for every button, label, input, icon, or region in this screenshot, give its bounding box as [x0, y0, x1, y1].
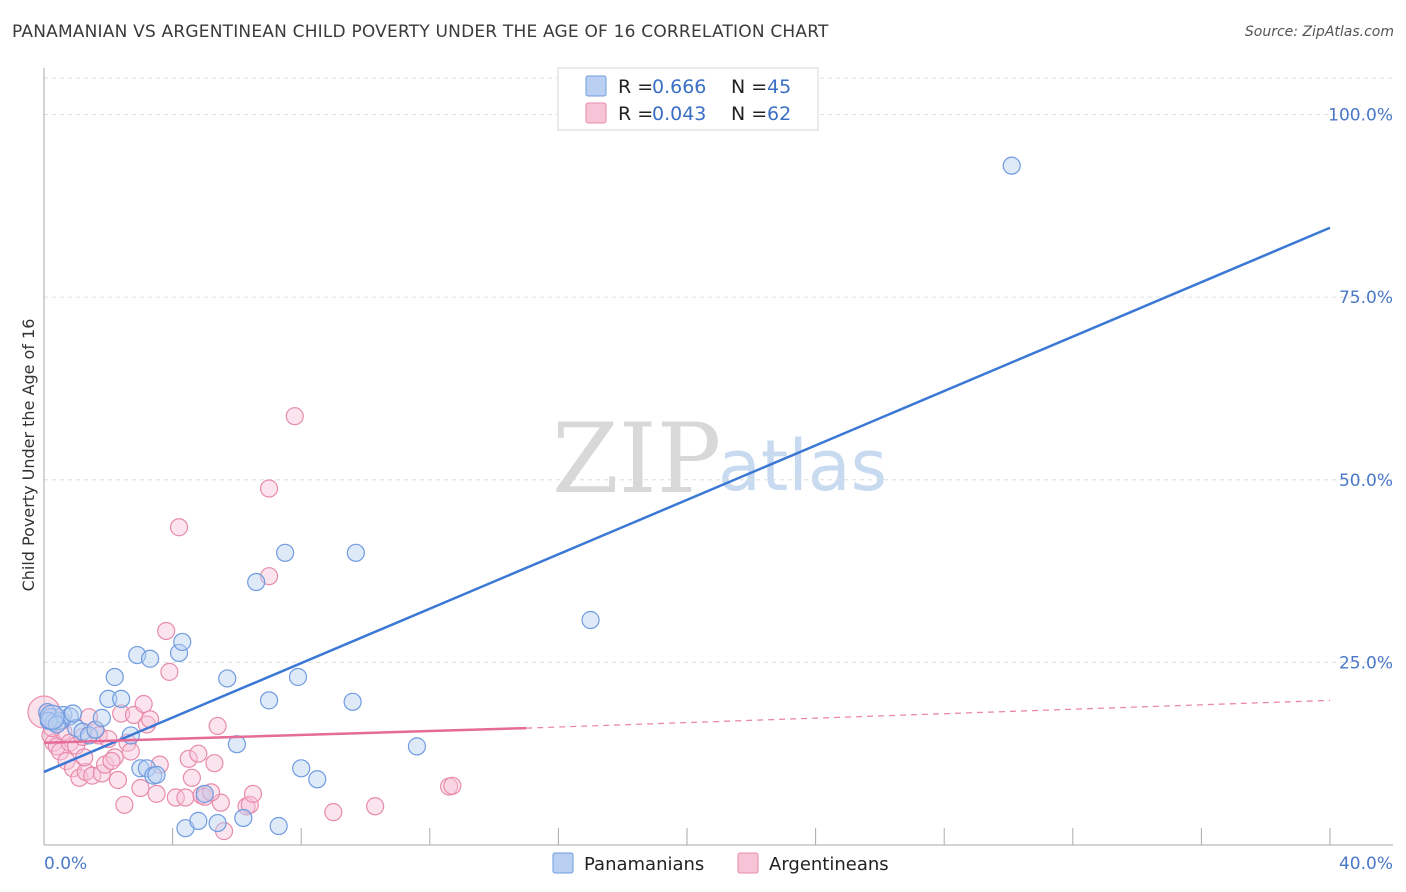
argentineans-point — [208, 716, 227, 736]
panamanians-point — [86, 720, 105, 739]
argentineans-point — [121, 742, 140, 761]
argentineans-point — [243, 784, 263, 803]
source-credit: Source: ZipAtlas.com — [1244, 24, 1394, 40]
panamanians-point — [92, 708, 111, 727]
panamanians-points — [38, 156, 1021, 838]
panamanians-point — [195, 784, 214, 803]
panamanians-point — [169, 643, 189, 662]
panamanians-point — [1002, 156, 1021, 175]
argentineans-point — [115, 795, 134, 814]
argentineans-point — [285, 407, 304, 426]
argentineans-point — [366, 797, 385, 816]
legend-bottom: Panamanians Argentineans — [552, 852, 889, 875]
legend-r-label-1: R = — [618, 76, 653, 98]
argentineans-point — [205, 754, 224, 773]
argentineans-trend-line — [43, 726, 527, 744]
panamanians-point — [259, 691, 279, 710]
argentineans-point — [160, 662, 179, 681]
argentineans-point — [169, 518, 189, 537]
panamanians-point — [99, 689, 118, 709]
panamanians-point — [288, 667, 308, 687]
legend-n-label-1: N = — [731, 76, 767, 98]
argentineans-point — [324, 803, 343, 822]
legend-r-label-2: R = — [618, 103, 653, 125]
argentineans-point — [189, 744, 208, 763]
legend-n-label-2: N = — [731, 103, 767, 125]
legend-bottom-panamanians: Panamanians — [584, 854, 704, 875]
legend-r-value-2: 0.043 — [652, 103, 706, 125]
watermark-atlas: atlas — [718, 425, 887, 507]
legend-n-value-2: 62 — [767, 103, 791, 125]
legend-bottom-swatch-blue — [552, 852, 574, 874]
argentineans-point — [259, 479, 279, 498]
legend-top: R = 0.666 N = 45 R = 0.043 N = 62 — [557, 67, 819, 131]
argentineans-point — [443, 776, 462, 795]
y-tick-label: 25.0% — [1339, 653, 1393, 673]
x-tick-label-min: 0.0% — [44, 854, 87, 874]
argentineans-point — [147, 784, 166, 803]
y-tick-labels: 25.0% 50.0% 75.0% 100.0% — [1328, 106, 1393, 674]
panamanians-point — [269, 816, 288, 836]
panamanians-point — [276, 543, 295, 562]
y-tick-label: 50.0% — [1339, 471, 1393, 491]
panamanians-point — [218, 669, 237, 688]
argentineans-point — [108, 770, 128, 790]
legend-bottom-argentineans: Argentineans — [769, 854, 889, 875]
panamanians-point — [208, 813, 227, 833]
panamanians-point — [39, 704, 65, 730]
legend-swatch-pink — [585, 102, 607, 124]
panamanians-point — [234, 808, 253, 828]
panamanians-point — [63, 704, 83, 723]
panamanians-point — [346, 543, 365, 562]
panamanians-point — [112, 689, 131, 709]
panamanians-point — [140, 649, 160, 668]
panamanians-point — [407, 737, 427, 756]
argentineans-point — [176, 788, 195, 807]
argentineans-point — [182, 768, 201, 787]
panamanians-point — [147, 765, 166, 784]
axes — [43, 68, 1393, 846]
argentineans-point — [166, 788, 185, 807]
legend-n-value-1: 45 — [767, 76, 791, 98]
argentineans-point — [131, 778, 150, 798]
panamanians-point — [308, 770, 327, 789]
watermark-zip: ZIP — [552, 403, 721, 515]
y-tick-label: 75.0% — [1339, 288, 1393, 308]
argentineans-point — [134, 694, 153, 714]
argentineans-point — [202, 783, 221, 802]
trend-lines — [43, 226, 1331, 774]
argentineans-point — [157, 621, 176, 641]
argentineans-point — [179, 749, 198, 768]
panamanians-point — [292, 759, 311, 778]
panamanians-point — [247, 572, 266, 592]
panamanians-point — [189, 811, 208, 830]
y-tick-label: 100.0% — [1328, 106, 1393, 126]
chart-title: PANAMANIAN VS ARGENTINEAN CHILD POVERTY … — [12, 22, 829, 42]
legend-swatch-blue — [585, 75, 607, 97]
argentineans-point — [102, 751, 121, 771]
panamanians-point — [105, 667, 124, 687]
panamanians-point — [137, 759, 156, 778]
panamanians-point — [343, 692, 362, 711]
argentineans-points — [27, 407, 462, 841]
legend-bottom-swatch-pink — [737, 852, 759, 874]
argentineans-trend-line-extension — [526, 699, 1331, 729]
panamanians-trend-line — [43, 226, 1331, 774]
gridlines — [44, 77, 1393, 663]
panamanians-point — [581, 610, 600, 630]
x-tick-label-max: 40.0% — [1339, 854, 1393, 874]
legend-r-value-1: 0.666 — [652, 76, 706, 98]
y-axis-label: Child Poverty Under the Age of 16 — [19, 319, 38, 592]
panamanians-point — [173, 632, 192, 652]
